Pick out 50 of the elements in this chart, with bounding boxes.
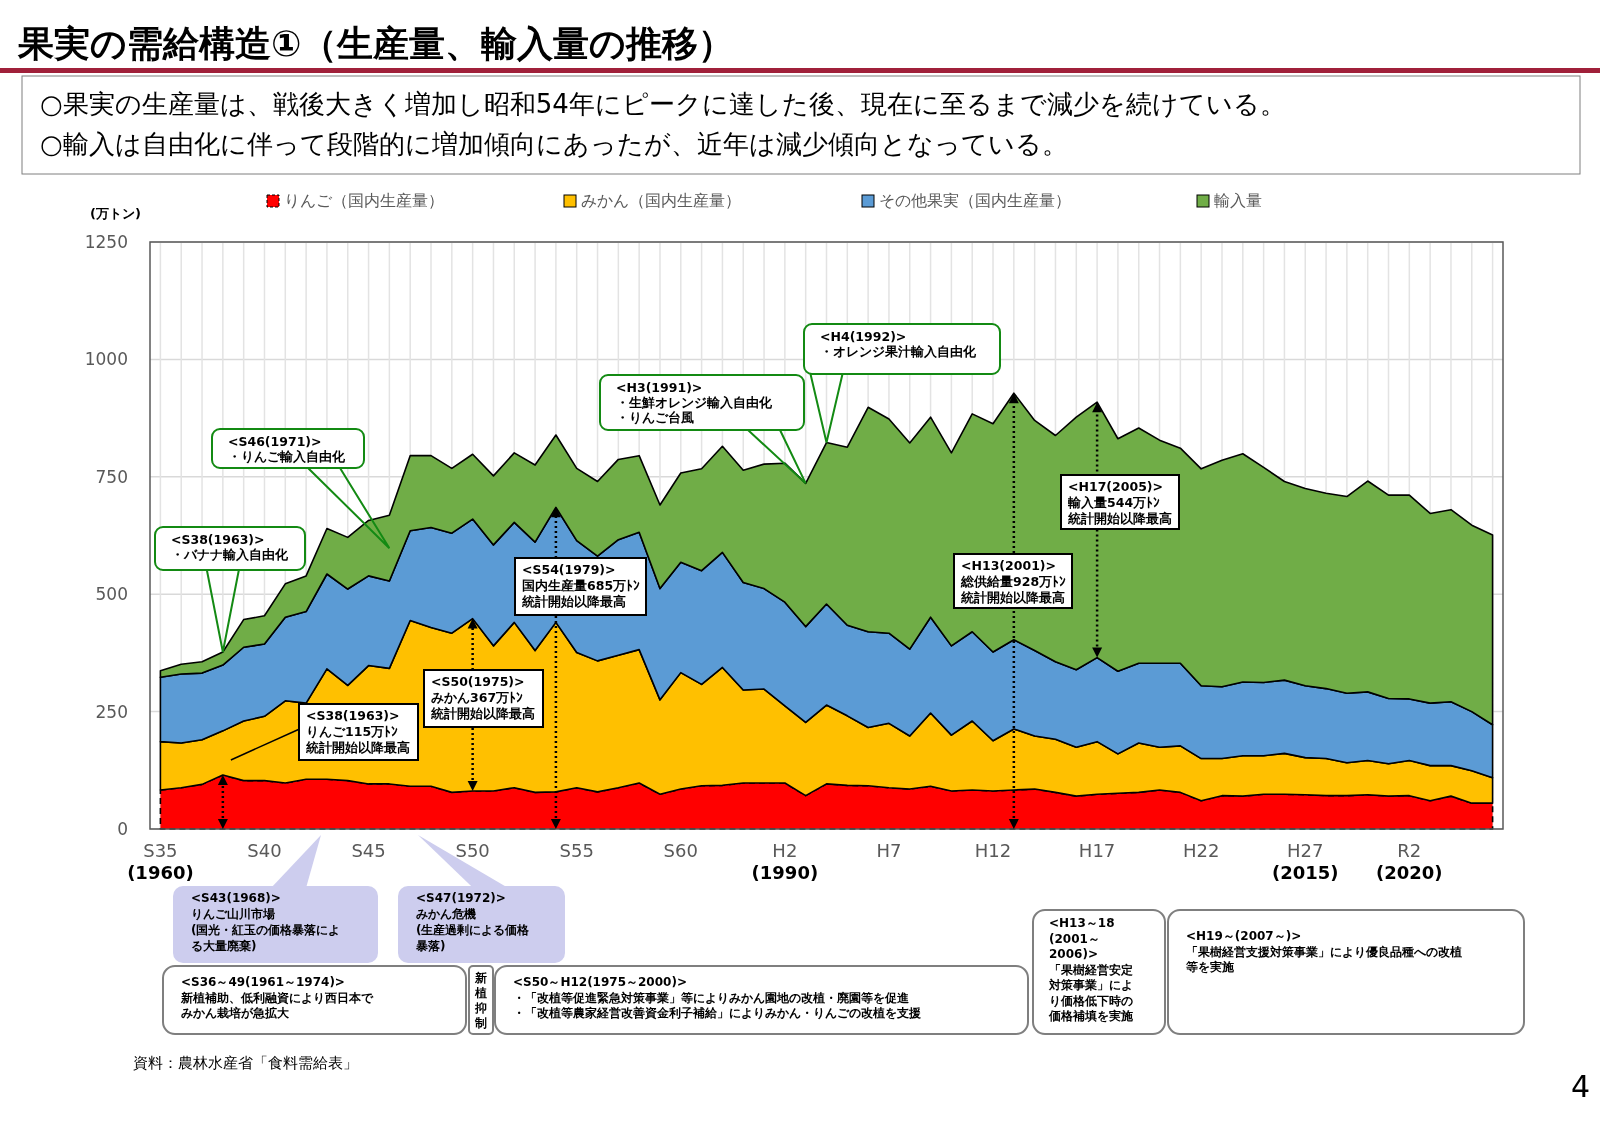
x-tick-label: S35 (1960) — [127, 840, 194, 883]
annotation: <S38(1963)> りんご115万ﾄﾝ統計開始以降最高 — [305, 708, 410, 755]
annotation: 4 — [1570, 1069, 1590, 1104]
y-tick-label: 500 — [95, 584, 128, 605]
annotation: <S50(1975)> みかん367万ﾄﾝ統計開始以降最高 — [430, 674, 535, 721]
annotation: <H4(1992)> ・オレンジ果汁輸入自由化 — [820, 329, 977, 359]
annotation: <S36～49(1961～1974)> 新植補助、低利融資により西日本でみかん栽培が急拡大 — [162, 965, 467, 1035]
y-tick-label: 250 — [95, 701, 128, 722]
chart-subtitle: ○果実の生産量は、戦後大きく増加し昭和54年にピークに達した後、現在に至るまで減少を続けている。 ○輸入は自由化に伴って段階的に増加傾向にあったが、近年は減少傾向となっている。 — [40, 89, 1286, 159]
annotation: <H3(1991)> ・生鮮オレンジ輸入自由化・りんご台風 — [616, 380, 773, 425]
y-tick-label: 750 — [95, 466, 128, 487]
legend-label: その他果実（国内生産量） — [879, 191, 1071, 210]
annotation: <H13(2001)> 総供給量928万ﾄﾝ統計開始以降最高 — [960, 558, 1067, 605]
annotation: <S50～H12(1975～2000)> ・「改植等促進緊急対策事業」等によりみかん園地の改植・廃園等を促進・「改植等農家経営改善資金利子補給」によりみかん・りんごの改植を支援 — [494, 965, 1029, 1035]
annotation: <S54(1979)> 国内生産量685万ﾄﾝ統計開始以降最高 — [514, 557, 647, 616]
annotation: 新植抑制 — [468, 965, 494, 1035]
y-axis-title: (万トン) — [90, 206, 141, 221]
annotation: <S38(1963)> ・バナナ輸入自由化 — [154, 526, 306, 653]
x-tick-label: H7 — [876, 840, 902, 861]
legend-label: みかん（国内生産量） — [581, 191, 741, 210]
annotation: <H17(2005)> 輸入量544万ﾄﾝ統計開始以降最高 — [1060, 474, 1180, 530]
annotation: 資料：農林水産省「食料需給表」 — [133, 1054, 358, 1072]
x-tick-label: S40 — [247, 840, 282, 861]
annotation: <S54(1979)> 国内生産量685万ﾄﾝ統計開始以降最高 — [521, 562, 641, 609]
annotation: <H3(1991)> ・生鮮オレンジ輸入自由化・りんご台風 — [599, 374, 807, 485]
annotation: <H19～(2007～)> 「果樹経営支援対策事業」により優良品種への改植等を実施 — [1167, 909, 1525, 1035]
legend-label: 輸入量 — [1214, 191, 1262, 210]
y-tick-label: 1000 — [84, 349, 128, 370]
y-tick-label: 1250 — [84, 232, 128, 252]
x-tick-label: R2 (2020) — [1376, 840, 1443, 883]
x-tick-label: H22 — [1182, 840, 1220, 861]
x-tick-label: H12 — [974, 840, 1012, 861]
annotation: <H17(2005)> 輸入量544万ﾄﾝ統計開始以降最高 — [1067, 479, 1172, 526]
x-tick-label: H2 (1990) — [751, 840, 819, 883]
annotation: <H13～18 (2001～ 2006)> 「果樹経営安定対策事業」により価格低下時の価格補填を実施 — [1032, 909, 1166, 1035]
y-tick-label: 0 — [117, 819, 128, 839]
x-tick-label: H27 (2015) — [1271, 840, 1339, 883]
x-tick-label: S60 — [663, 840, 698, 861]
chart-title: 果実の需給構造①（生産量、輸入量の推移） — [17, 23, 735, 64]
x-tick-label: S55 — [559, 840, 594, 861]
x-tick-label: H17 — [1078, 840, 1116, 861]
annotation: <S38(1963)> りんご115万ﾄﾝ統計開始以降最高 — [298, 703, 419, 761]
annotation: <S38(1963)> ・バナナ輸入自由化 — [171, 532, 289, 562]
annotation: <H4(1992)> ・オレンジ果汁輸入自由化 — [803, 323, 1001, 444]
annotation: <S46(1971)> ・りんご輸入自由化 — [228, 434, 346, 464]
legend-label: りんご（国内生産量） — [284, 191, 444, 210]
x-tick-label: S50 — [455, 840, 490, 861]
annotation: <S50(1975)> みかん367万ﾄﾝ統計開始以降最高 — [423, 669, 544, 728]
x-tick-label: S45 — [351, 840, 386, 861]
annotation: <H13(2001)> 総供給量928万ﾄﾝ統計開始以降最高 — [953, 553, 1073, 609]
